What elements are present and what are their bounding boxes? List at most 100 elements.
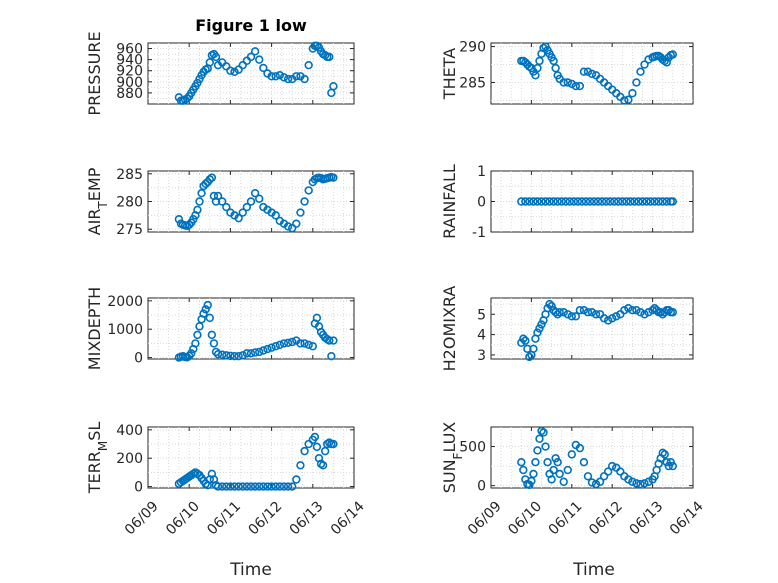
data-point [329, 82, 338, 91]
data-point [211, 52, 221, 62]
data-point [581, 197, 591, 206]
data-point [541, 442, 550, 451]
axes-8: 0 500 06/09 06/10 06/11 06/12 06/13 06/14 SUNFLU… [440, 422, 707, 539]
data-point [541, 197, 550, 206]
data-point [557, 197, 566, 206]
data-point [259, 482, 268, 491]
data-point [626, 197, 635, 206]
data-point [193, 330, 202, 340]
data-point [519, 334, 528, 343]
data-point [246, 197, 256, 206]
data-point [577, 197, 587, 206]
x-tick-label: 06/12 [246, 498, 286, 538]
data-point [226, 351, 235, 361]
data-point [537, 320, 546, 329]
data-point [668, 50, 677, 59]
data-point [300, 74, 309, 84]
y-tick-label: 1 [477, 164, 486, 180]
data-point [616, 467, 625, 476]
data-point [622, 197, 631, 206]
y-tick-label: 0 [134, 351, 143, 367]
data-point [561, 197, 570, 206]
data-point [583, 308, 593, 317]
data-point [587, 308, 597, 317]
data-point [591, 310, 601, 319]
data-point [197, 188, 206, 198]
data-point [658, 197, 667, 206]
x-tick-label: 06/09 [465, 498, 505, 538]
data-point [563, 310, 572, 319]
x-tick-label: 06/14 [667, 498, 707, 538]
data-point [638, 197, 647, 206]
data-point [579, 457, 589, 467]
data-point [547, 301, 556, 311]
data-point [325, 52, 334, 62]
data-point [529, 197, 538, 206]
data-point [662, 58, 671, 67]
data-point [650, 197, 659, 206]
data-point [193, 205, 202, 215]
data-point [531, 457, 540, 467]
data-point [283, 222, 293, 231]
x-tick-label: 06/13 [627, 498, 667, 538]
data-point [283, 338, 293, 348]
data-point [668, 308, 677, 317]
axes-7: 0 200 400 06/09 06/10 06/11 06/12 06/13 06/14 TER… [85, 422, 368, 539]
data-point [547, 475, 556, 484]
data-point [238, 351, 247, 360]
data-point [288, 482, 297, 491]
data-point [630, 197, 639, 206]
data-point [549, 56, 558, 66]
figure-title: Figure 1 low [195, 16, 307, 35]
data-point [624, 95, 633, 104]
data-point [531, 71, 540, 80]
data-point [517, 338, 526, 347]
data-point [205, 313, 215, 323]
data-point [182, 94, 192, 103]
data-point [571, 312, 581, 321]
data-point [644, 308, 653, 317]
y-tick-label: 500 [459, 440, 486, 456]
data-point [575, 306, 585, 315]
y-tick-label: 200 [116, 451, 143, 467]
data-point [199, 309, 208, 318]
data-point [207, 173, 217, 182]
data-point [327, 351, 336, 361]
data-point [559, 78, 568, 87]
y-tick-label: 2000 [107, 294, 143, 310]
x-tick-label: 06/11 [546, 498, 586, 538]
x-tick-label: 06/13 [287, 498, 327, 538]
data-point [587, 478, 597, 487]
y-axis-label: PRESSURE [85, 31, 104, 115]
data-point [217, 197, 227, 206]
data-point [304, 439, 313, 449]
data-point [545, 299, 554, 309]
y-tick-label: 290 [459, 40, 486, 56]
data-point [304, 340, 313, 350]
data-point [279, 73, 289, 82]
data-point [246, 349, 256, 358]
data-point [620, 306, 629, 315]
data-point [587, 69, 597, 79]
y-tick-label: 0 [134, 480, 143, 496]
data-point [597, 197, 607, 206]
data-point [217, 350, 227, 359]
data-point [525, 352, 534, 362]
data-point [250, 47, 260, 56]
data-point [517, 457, 526, 467]
data-point [605, 197, 615, 206]
data-point [234, 65, 243, 74]
data-point [533, 328, 542, 337]
data-point [271, 72, 280, 81]
data-point [535, 324, 544, 333]
data-point [545, 197, 554, 206]
data-point [559, 477, 568, 486]
y-tick-label: 920 [116, 64, 143, 80]
data-point [569, 197, 579, 206]
data-point [533, 63, 542, 73]
data-point [292, 72, 301, 81]
data-point [325, 336, 334, 345]
data-point [583, 67, 593, 76]
x-tick-label: 06/10 [505, 498, 545, 538]
